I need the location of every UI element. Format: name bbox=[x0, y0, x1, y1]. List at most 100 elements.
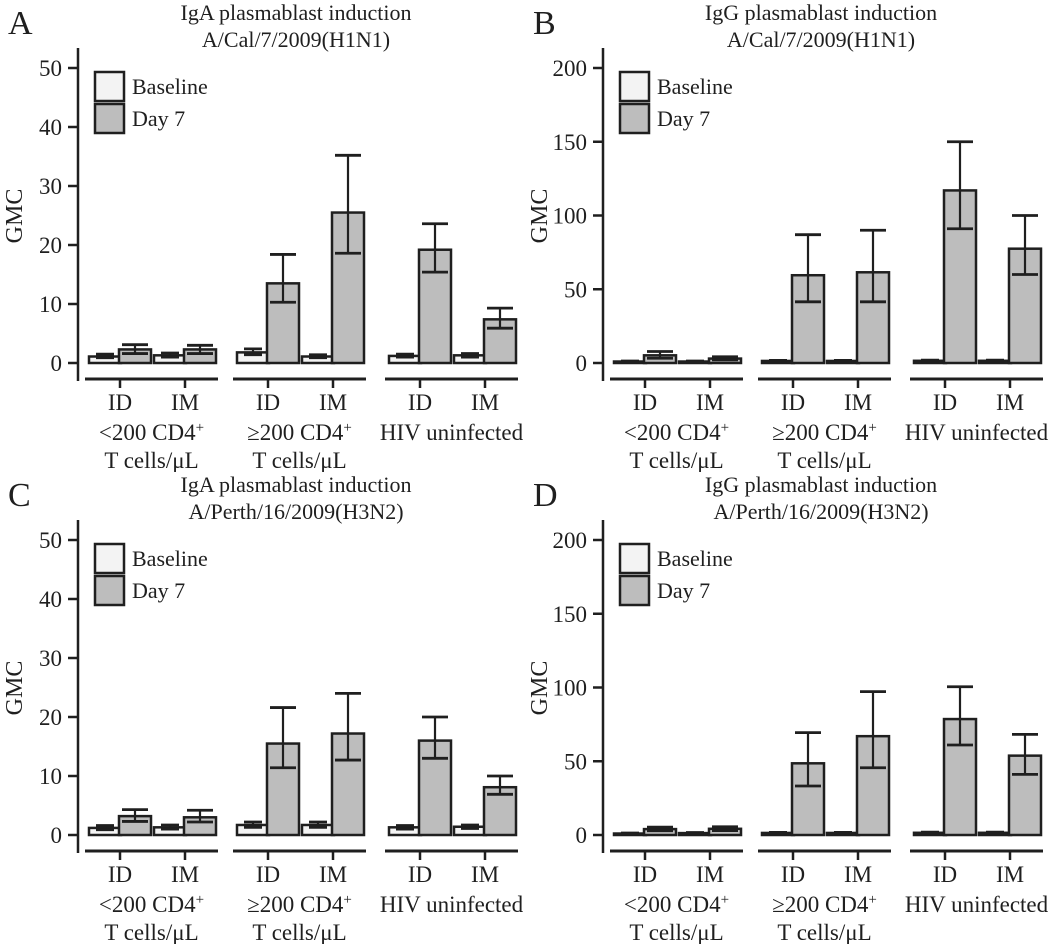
group-label-line2: T cells/μL bbox=[104, 448, 198, 472]
y-tick-label: 50 bbox=[39, 56, 62, 81]
group-label-line2: T cells/μL bbox=[629, 920, 723, 944]
group-label-line2: T cells/μL bbox=[104, 920, 198, 944]
group-label-line1: ≥200 CD4+ bbox=[247, 420, 352, 445]
y-tick-label: 50 bbox=[564, 277, 587, 302]
x-tick-label: ID bbox=[633, 862, 657, 887]
legend-label-day7: Day 7 bbox=[657, 106, 710, 131]
group-label-line1: ≥200 CD4+ bbox=[772, 892, 877, 917]
group-label-line2: T cells/μL bbox=[252, 920, 346, 944]
panel-title: IgA plasmablast induction bbox=[181, 0, 412, 25]
x-tick-label: ID bbox=[781, 862, 805, 887]
x-tick-label: ID bbox=[933, 862, 957, 887]
x-tick-label: ID bbox=[408, 390, 432, 415]
x-tick-label: IM bbox=[319, 390, 347, 415]
y-tick-label: 20 bbox=[39, 705, 62, 730]
y-tick-label: 0 bbox=[576, 351, 588, 376]
x-tick-label: ID bbox=[408, 862, 432, 887]
group-label-line1: <200 CD4+ bbox=[99, 420, 204, 445]
y-tick-label: 200 bbox=[553, 56, 588, 81]
legend-label-baseline: Baseline bbox=[657, 74, 733, 99]
chart-svg-b: B IgG plasmablast inductionA/Cal/7/2009(H… bbox=[527, 0, 1049, 472]
y-tick-label: 100 bbox=[553, 676, 588, 701]
chart-svg-d: D IgG plasmablast inductionA/Perth/16/200… bbox=[527, 472, 1049, 944]
legend-label-day7: Day 7 bbox=[132, 106, 185, 131]
legend-label-baseline: Baseline bbox=[132, 74, 208, 99]
x-tick-label: ID bbox=[781, 390, 805, 415]
panel-title: IgG plasmablast induction bbox=[705, 472, 937, 497]
legend-swatch-baseline bbox=[93, 542, 126, 575]
x-tick-label: ID bbox=[256, 390, 280, 415]
group-label-line2: T cells/μL bbox=[252, 448, 346, 472]
panel-subtitle: A/Perth/16/2009(H3N2) bbox=[188, 499, 403, 524]
y-tick-label: 0 bbox=[576, 823, 588, 848]
x-tick-label: IM bbox=[171, 390, 199, 415]
y-tick-label: 50 bbox=[39, 528, 62, 553]
panel-subtitle: A/Cal/7/2009(H1N1) bbox=[202, 27, 390, 52]
y-axis-label: GMC bbox=[2, 189, 28, 244]
legend-label-day7: Day 7 bbox=[657, 578, 710, 603]
x-tick-label: ID bbox=[256, 862, 280, 887]
legend-swatch-day7 bbox=[93, 102, 126, 135]
y-tick-label: 150 bbox=[553, 602, 588, 627]
x-tick-label: IM bbox=[844, 390, 872, 415]
y-tick-label: 10 bbox=[39, 764, 62, 789]
panel-letter: A bbox=[8, 5, 33, 42]
x-tick-label: IM bbox=[996, 862, 1024, 887]
group-label-line1: ≥200 CD4+ bbox=[772, 420, 877, 445]
x-tick-label: IM bbox=[471, 390, 499, 415]
x-tick-label: IM bbox=[996, 390, 1024, 415]
legend-label-day7: Day 7 bbox=[132, 578, 185, 603]
x-tick-label: IM bbox=[696, 862, 724, 887]
legend-swatch-day7 bbox=[618, 574, 651, 607]
group-label-line1: <200 CD4+ bbox=[99, 892, 204, 917]
x-tick-label: ID bbox=[108, 390, 132, 415]
legend-swatch-day7 bbox=[618, 102, 651, 135]
y-tick-label: 30 bbox=[39, 174, 62, 199]
panel-letter: C bbox=[8, 477, 31, 514]
panel-title: IgG plasmablast induction bbox=[705, 0, 937, 25]
y-tick-label: 40 bbox=[39, 115, 62, 140]
chart-svg-a: A IgA plasmablast inductionA/Cal/7/2009(H… bbox=[2, 0, 524, 472]
y-axis-label: GMC bbox=[527, 189, 553, 244]
panel-title: IgA plasmablast induction bbox=[181, 472, 412, 497]
y-tick-label: 20 bbox=[39, 233, 62, 258]
y-tick-label: 40 bbox=[39, 587, 62, 612]
panel-subtitle: A/Cal/7/2009(H1N1) bbox=[727, 27, 915, 52]
x-tick-label: IM bbox=[171, 862, 199, 887]
panel-a-iga-h1n1-chart: A IgA plasmablast induction A/Cal/7/2009(H… bbox=[0, 0, 525, 472]
x-tick-label: IM bbox=[471, 862, 499, 887]
group-label-line1: HIV uninfected bbox=[905, 420, 1049, 445]
panel-d-igg-h3n2-chart: D IgG plasmablast induction A/Perth/16/200… bbox=[525, 472, 1050, 944]
group-label-line2: T cells/μL bbox=[777, 448, 871, 472]
panel-c-iga-h3n2-chart: C IgA plasmablast induction A/Perth/16/200… bbox=[0, 472, 525, 944]
y-tick-label: 150 bbox=[553, 130, 588, 155]
group-label-line2: T cells/μL bbox=[629, 448, 723, 472]
x-tick-label: IM bbox=[319, 862, 347, 887]
y-tick-label: 30 bbox=[39, 646, 62, 671]
x-tick-label: ID bbox=[933, 390, 957, 415]
legend-label-baseline: Baseline bbox=[657, 546, 733, 571]
y-axis-label: GMC bbox=[527, 661, 553, 716]
legend-swatch-baseline bbox=[618, 542, 651, 575]
panel-b-igg-h1n1-chart: B IgG plasmablast induction A/Cal/7/2009(H… bbox=[525, 0, 1050, 472]
group-label-line1: <200 CD4+ bbox=[624, 420, 729, 445]
group-label-line1: HIV uninfected bbox=[380, 420, 524, 445]
x-tick-label: IM bbox=[844, 862, 872, 887]
y-tick-label: 0 bbox=[51, 351, 63, 376]
y-tick-label: 50 bbox=[564, 749, 587, 774]
group-label-line1: HIV uninfected bbox=[905, 892, 1049, 917]
group-label-line1: HIV uninfected bbox=[380, 892, 524, 917]
group-label-line1: <200 CD4+ bbox=[624, 892, 729, 917]
group-label-line2: T cells/μL bbox=[777, 920, 871, 944]
panel-letter: D bbox=[533, 477, 558, 514]
legend-swatch-baseline bbox=[618, 70, 651, 103]
y-tick-label: 10 bbox=[39, 292, 62, 317]
y-tick-label: 0 bbox=[51, 823, 63, 848]
x-tick-label: IM bbox=[696, 390, 724, 415]
panel-letter: B bbox=[533, 5, 556, 42]
y-tick-label: 200 bbox=[553, 528, 588, 553]
x-tick-label: ID bbox=[633, 390, 657, 415]
y-tick-label: 100 bbox=[553, 204, 588, 229]
panel-subtitle: A/Perth/16/2009(H3N2) bbox=[713, 499, 928, 524]
